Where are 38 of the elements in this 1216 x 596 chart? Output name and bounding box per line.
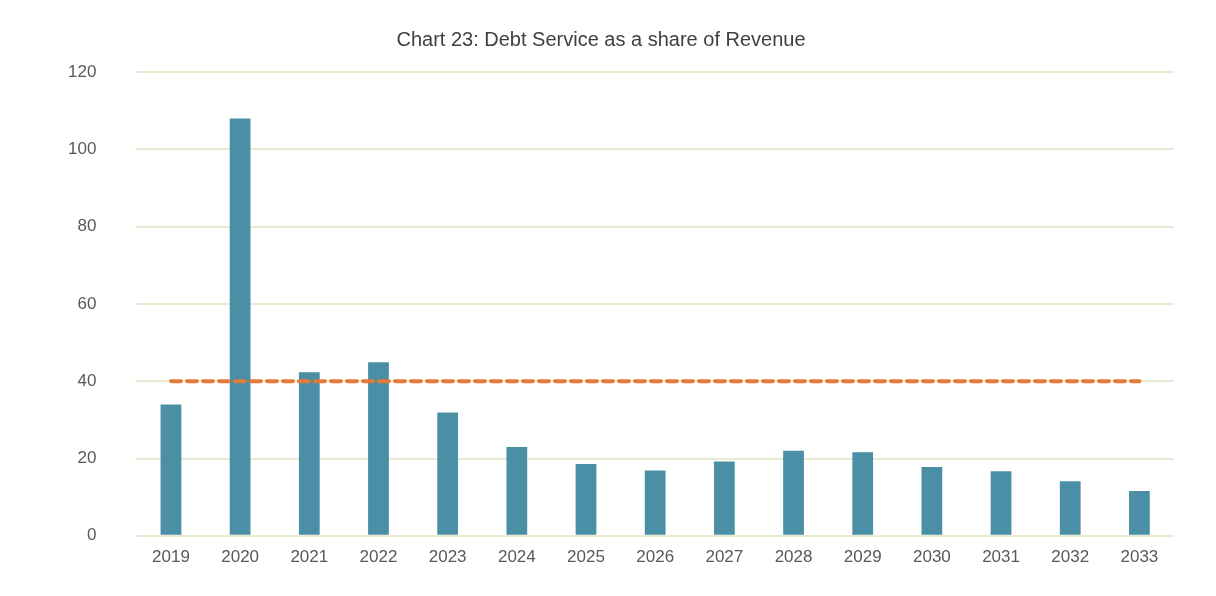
x-tick-label: 2031 bbox=[982, 546, 1020, 566]
y-tick-label: 100 bbox=[67, 138, 97, 158]
bar bbox=[921, 467, 943, 535]
x-tick-label: 2019 bbox=[152, 546, 190, 566]
y-tick-label: 120 bbox=[67, 61, 97, 81]
x-tick-label: 2026 bbox=[636, 546, 675, 566]
bar bbox=[368, 362, 389, 535]
x-tick-label: 2033 bbox=[1120, 546, 1159, 566]
x-tick-label: 2025 bbox=[567, 546, 605, 566]
y-tick-label: 80 bbox=[77, 216, 97, 236]
y-tick-label: 20 bbox=[77, 448, 97, 468]
bar bbox=[1129, 490, 1150, 535]
bar bbox=[1059, 481, 1081, 535]
chart-title: Chart 23: Debt Service as a share of Revenue bbox=[396, 27, 806, 50]
bar bbox=[506, 446, 528, 535]
x-tick-label: 2020 bbox=[221, 546, 260, 566]
y-tick-label: 60 bbox=[77, 293, 97, 313]
x-tick-label: 2027 bbox=[705, 546, 744, 566]
bar bbox=[713, 461, 735, 535]
bar bbox=[160, 404, 182, 535]
y-tick-label: 40 bbox=[77, 370, 97, 390]
x-tick-label: 2022 bbox=[359, 546, 398, 566]
bar bbox=[229, 118, 251, 535]
bar bbox=[644, 470, 666, 535]
x-tick-label: 2028 bbox=[774, 546, 813, 566]
bar bbox=[783, 450, 804, 535]
bar bbox=[298, 372, 320, 535]
bar bbox=[437, 412, 459, 535]
bar bbox=[575, 463, 597, 535]
bar bbox=[990, 471, 1012, 535]
x-tick-label: 2021 bbox=[290, 546, 329, 566]
bar bbox=[852, 452, 874, 535]
x-tick-label: 2029 bbox=[843, 546, 882, 566]
x-tick-label: 2030 bbox=[912, 546, 951, 566]
x-tick-label: 2023 bbox=[428, 546, 467, 566]
x-tick-label: 2032 bbox=[1051, 546, 1090, 566]
y-tick-label: 0 bbox=[86, 525, 97, 545]
x-tick-label: 2024 bbox=[497, 546, 536, 566]
